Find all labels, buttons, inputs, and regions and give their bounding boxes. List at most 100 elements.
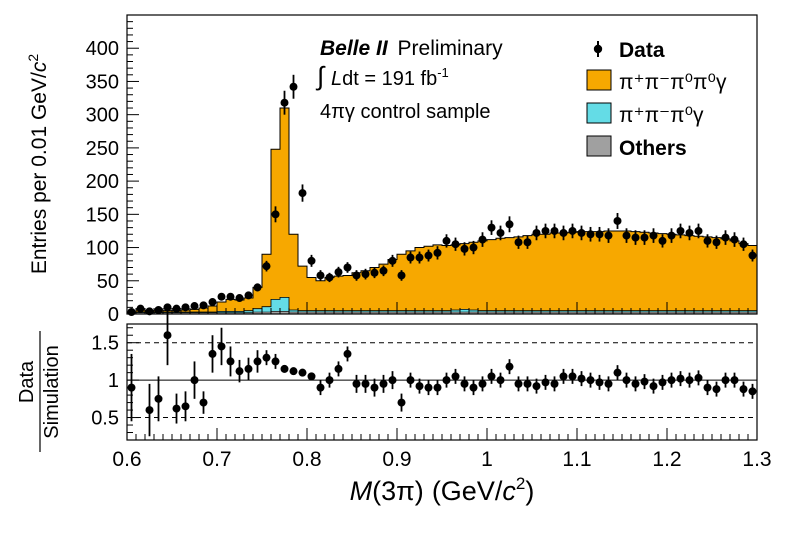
data-point — [505, 220, 514, 229]
ratio-point — [595, 378, 604, 387]
data-point — [415, 253, 424, 262]
ratio-point — [379, 379, 388, 388]
data-point — [523, 238, 532, 247]
data-point — [676, 226, 685, 235]
data-point — [568, 226, 577, 235]
ratio-point — [442, 376, 451, 385]
ratio-y-title-top: Data — [16, 360, 38, 403]
legend-label-data: Data — [619, 39, 665, 62]
x-tick-label: 0.9 — [382, 448, 411, 471]
ratio-point — [703, 383, 712, 392]
ratio-point — [415, 382, 424, 391]
ratio-point — [523, 379, 532, 388]
data-point — [199, 301, 208, 310]
legend-entry-pi2pi0: π⁺π⁻π⁰γ — [586, 102, 704, 127]
ratio-point — [604, 379, 613, 388]
integral-sign-icon: ∫ — [315, 61, 326, 91]
legend-label-pi2pi0: π⁺π⁻π⁰γ — [619, 104, 704, 127]
data-point — [145, 307, 154, 316]
main-y-tick-label: 100 — [86, 238, 119, 260]
data-point — [604, 231, 613, 240]
ratio-point — [388, 376, 397, 385]
ratio-point — [667, 376, 676, 385]
data-point — [613, 216, 622, 225]
legend-entry-pi3pi0: π⁺π⁻π⁰π⁰γ — [586, 69, 727, 94]
data-point — [325, 273, 334, 282]
data-point — [730, 235, 739, 244]
experiment-label: Belle II Preliminary — [320, 37, 503, 60]
x-tick-label: 1.1 — [562, 448, 591, 471]
ratio-point — [343, 349, 352, 358]
pi2pi0-histogram — [126, 296, 758, 315]
data-point — [550, 226, 559, 235]
legend: Data π⁺π⁻π⁰π⁰γ π⁺π⁻π⁰γ Others — [586, 39, 727, 160]
ratio-point — [199, 398, 208, 407]
others-swatch-icon — [586, 135, 612, 157]
data-point — [172, 304, 181, 313]
ratio-point — [406, 376, 415, 385]
data-point — [334, 268, 343, 277]
ratio-point — [559, 372, 568, 381]
ratio-point — [568, 372, 577, 381]
data-points — [127, 74, 757, 317]
ratio-point — [586, 376, 595, 385]
data-point — [469, 243, 478, 252]
ratio-point — [514, 379, 523, 388]
x-tick-label: 1 — [481, 448, 493, 471]
data-point — [748, 251, 757, 260]
ratio-point — [253, 357, 262, 366]
data-point — [478, 235, 487, 244]
data-point — [316, 271, 325, 280]
ratio-point — [649, 382, 658, 391]
data-point — [190, 302, 199, 311]
data-point — [208, 298, 217, 307]
data-point — [262, 262, 271, 271]
ratio-point — [694, 373, 703, 382]
ratio-point — [712, 385, 721, 394]
main-y-tick-label: 150 — [86, 204, 119, 226]
data-point — [541, 226, 550, 235]
data-point — [640, 233, 649, 242]
ratio-point — [289, 367, 298, 376]
ratio-point — [325, 376, 334, 385]
ratio-point — [685, 376, 694, 385]
data-point — [244, 291, 253, 300]
data-point — [127, 308, 136, 317]
data-point — [712, 238, 721, 247]
ratio-point — [505, 362, 514, 371]
data-point — [370, 268, 379, 277]
ratio-point — [730, 376, 739, 385]
sample-label: 4πγ control sample — [320, 101, 491, 123]
data-point — [559, 228, 568, 237]
ratio-point — [190, 376, 199, 385]
data-point — [388, 256, 397, 265]
data-point — [181, 303, 190, 312]
ratio-point — [307, 372, 316, 381]
x-tick-label: 1.3 — [742, 448, 771, 471]
ratio-point — [424, 383, 433, 392]
ratio-point — [451, 372, 460, 381]
x-tick-label: 0.8 — [292, 448, 321, 471]
ratio-y-title-bottom: Simulation — [41, 345, 63, 438]
x-tick-label: 1.2 — [652, 448, 681, 471]
ratio-point — [469, 383, 478, 392]
ratio-point — [658, 378, 667, 387]
ratio-point — [640, 377, 649, 386]
x-tick-label: 0.7 — [202, 448, 231, 471]
main-y-tick-label: 300 — [86, 105, 119, 127]
main-x-ticks — [126, 302, 758, 314]
ratio-point — [334, 364, 343, 373]
data-point — [280, 98, 289, 107]
ratio-point — [496, 376, 505, 385]
ratio-point — [541, 378, 550, 387]
data-marker-dot-icon — [593, 44, 603, 54]
data-point — [253, 283, 262, 292]
ratio-point — [361, 379, 370, 388]
legend-label-others: Others — [619, 137, 687, 160]
ratio-data-points — [127, 305, 757, 437]
x-axis-title: M(3π) (GeV/c2) — [350, 474, 535, 506]
data-point — [739, 240, 748, 249]
ratio-point — [622, 376, 631, 385]
legend-entry-others: Others — [586, 135, 687, 160]
